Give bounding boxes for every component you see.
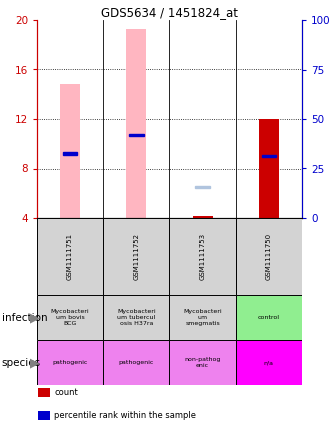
- Text: GSM1111753: GSM1111753: [200, 233, 206, 280]
- Bar: [236, 340, 302, 385]
- Text: Mycobacteri
um tubercul
osis H37ra: Mycobacteri um tubercul osis H37ra: [117, 309, 156, 326]
- Bar: [193, 216, 213, 218]
- Text: Mycobacteri
um
smegmatis: Mycobacteri um smegmatis: [183, 309, 222, 326]
- Bar: [63, 152, 78, 155]
- Bar: [103, 218, 170, 295]
- Bar: [60, 84, 80, 218]
- Text: control: control: [258, 315, 280, 320]
- Text: count: count: [54, 388, 78, 397]
- Text: infection: infection: [2, 313, 47, 322]
- Text: percentile rank within the sample: percentile rank within the sample: [54, 411, 196, 420]
- Bar: [126, 29, 146, 218]
- Bar: [170, 340, 236, 385]
- Bar: [129, 134, 144, 137]
- Bar: [170, 295, 236, 340]
- Bar: [236, 295, 302, 340]
- Text: GSM1111752: GSM1111752: [133, 233, 139, 280]
- Text: GSM1111750: GSM1111750: [266, 233, 272, 280]
- Text: pathogenic: pathogenic: [52, 360, 88, 365]
- Bar: [259, 119, 279, 218]
- Bar: [37, 295, 103, 340]
- Bar: [37, 340, 103, 385]
- Title: GDS5634 / 1451824_at: GDS5634 / 1451824_at: [101, 6, 238, 19]
- Text: Mycobacteri
um bovis
BCG: Mycobacteri um bovis BCG: [51, 309, 89, 326]
- Text: ▶: ▶: [30, 356, 40, 369]
- Text: species: species: [2, 357, 41, 368]
- Text: ▶: ▶: [30, 311, 40, 324]
- Bar: [236, 218, 302, 295]
- Text: non-pathog
enic: non-pathog enic: [184, 357, 221, 368]
- Bar: [103, 295, 170, 340]
- Bar: [170, 218, 236, 295]
- Bar: [37, 218, 103, 295]
- Bar: [262, 155, 276, 157]
- Text: GSM1111751: GSM1111751: [67, 233, 73, 280]
- Bar: [195, 186, 210, 188]
- Bar: [103, 340, 170, 385]
- Text: n/a: n/a: [264, 360, 274, 365]
- Text: pathogenic: pathogenic: [119, 360, 154, 365]
